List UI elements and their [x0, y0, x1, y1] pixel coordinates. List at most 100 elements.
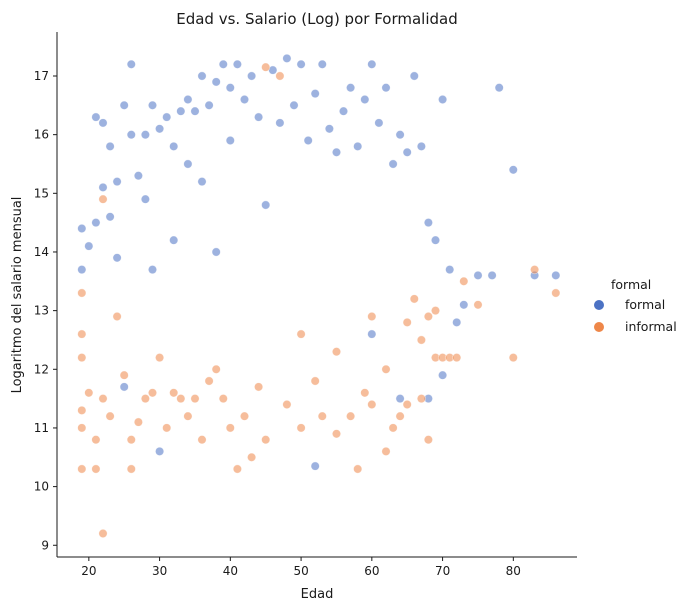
y-tick-label: 16	[34, 128, 49, 142]
point-formal	[197, 177, 207, 187]
point-informal	[254, 382, 264, 392]
x-axis-label: Edad	[301, 587, 334, 602]
x-tick-label: 60	[364, 564, 379, 578]
point-informal	[211, 364, 221, 374]
point-informal	[473, 300, 483, 310]
legend-title: formal	[611, 277, 651, 292]
point-informal	[381, 446, 391, 456]
point-formal	[119, 100, 129, 110]
point-informal	[126, 435, 136, 445]
point-informal	[331, 429, 341, 439]
point-informal	[225, 423, 235, 433]
point-informal	[388, 423, 398, 433]
point-formal	[84, 241, 94, 251]
point-formal	[430, 235, 440, 245]
point-informal	[452, 353, 462, 363]
y-tick-label: 15	[34, 186, 49, 200]
point-informal	[402, 317, 412, 327]
point-formal	[261, 200, 271, 210]
point-formal	[140, 130, 150, 140]
point-formal	[176, 106, 186, 116]
point-formal	[338, 106, 348, 116]
point-formal	[310, 461, 320, 471]
point-informal	[126, 464, 136, 474]
point-informal	[140, 394, 150, 404]
point-informal	[77, 353, 87, 363]
legend-label-informal: informal	[625, 319, 677, 334]
point-informal	[98, 394, 108, 404]
point-informal	[77, 288, 87, 298]
point-informal	[551, 288, 561, 298]
point-informal	[240, 411, 250, 421]
point-formal	[254, 112, 264, 122]
point-formal	[119, 382, 129, 392]
point-formal	[395, 394, 405, 404]
point-informal	[162, 423, 172, 433]
point-informal	[176, 394, 186, 404]
point-informal	[190, 394, 200, 404]
point-formal	[204, 100, 214, 110]
point-informal	[261, 62, 271, 72]
point-formal	[508, 165, 518, 175]
point-formal	[494, 83, 504, 93]
point-formal	[183, 159, 193, 169]
point-informal	[381, 364, 391, 374]
x-tick-label: 50	[293, 564, 308, 578]
point-informal	[409, 294, 419, 304]
point-informal	[77, 464, 87, 474]
point-informal	[317, 411, 327, 421]
y-tick-label: 17	[34, 69, 49, 83]
point-informal	[395, 411, 405, 421]
point-formal	[91, 218, 101, 228]
point-informal	[296, 329, 306, 339]
point-informal	[459, 276, 469, 286]
point-informal	[353, 464, 363, 474]
point-formal	[155, 124, 165, 134]
point-formal	[551, 270, 561, 280]
point-formal	[289, 100, 299, 110]
point-informal	[346, 411, 356, 421]
point-informal	[155, 353, 165, 363]
chart-title: Edad vs. Salario (Log) por Formalidad	[176, 10, 458, 28]
point-informal	[232, 464, 242, 474]
legend-label-formal: formal	[625, 297, 665, 312]
point-formal	[211, 247, 221, 257]
x-tick-label: 20	[81, 564, 96, 578]
point-formal	[133, 171, 143, 181]
point-formal	[232, 59, 242, 69]
point-formal	[211, 77, 221, 87]
point-formal	[225, 83, 235, 93]
point-informal	[275, 71, 285, 81]
point-formal	[367, 59, 377, 69]
point-informal	[296, 423, 306, 433]
point-informal	[402, 399, 412, 409]
point-formal	[346, 83, 356, 93]
point-informal	[77, 405, 87, 415]
legend-marker-informal	[594, 322, 604, 332]
point-formal	[438, 95, 448, 105]
point-informal	[204, 376, 214, 386]
y-tick-label: 11	[34, 421, 49, 435]
point-formal	[155, 446, 165, 456]
point-formal	[438, 370, 448, 380]
point-formal	[218, 59, 228, 69]
x-tick-label: 70	[435, 564, 450, 578]
point-formal	[388, 159, 398, 169]
axes-layer	[56, 32, 577, 558]
point-formal	[225, 136, 235, 146]
point-formal	[148, 265, 158, 275]
y-tick-label: 9	[41, 538, 49, 552]
point-informal	[416, 335, 426, 345]
point-informal	[367, 399, 377, 409]
point-formal	[98, 182, 108, 192]
point-informal	[261, 435, 271, 445]
point-formal	[126, 59, 136, 69]
point-informal	[133, 417, 143, 427]
legend-marker-formal	[594, 300, 604, 310]
point-formal	[459, 300, 469, 310]
point-formal	[247, 71, 257, 81]
points-layer	[77, 53, 561, 538]
point-formal	[105, 212, 115, 222]
point-formal	[169, 141, 179, 151]
